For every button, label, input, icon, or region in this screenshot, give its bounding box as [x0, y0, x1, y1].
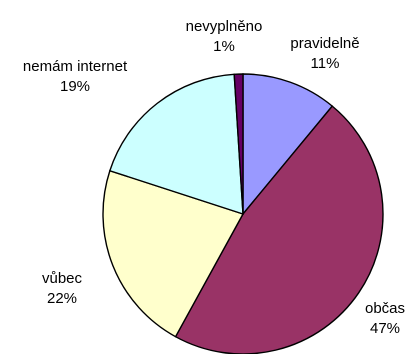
slice-value-label: 22%	[47, 290, 77, 307]
pie-slice	[174, 105, 384, 354]
pie-slice	[233, 73, 244, 215]
slice-name-label: vůbec	[42, 270, 83, 287]
slice-name-label: nemám internet	[23, 58, 128, 75]
slice-value-label: 47%	[370, 320, 400, 337]
slice-name-label: občas	[365, 300, 405, 317]
pie-slice	[108, 73, 244, 215]
slice-value-label: 1%	[213, 38, 235, 55]
pie-slice	[102, 169, 245, 338]
slice-name-label: nevyplněno	[186, 18, 263, 35]
pie-slices	[102, 73, 384, 354]
pie-slice	[242, 73, 334, 216]
pie-labels: pravidelně 11% občas 47% vůbec 22% nemám inter…	[23, 18, 405, 337]
slice-value-label: 19%	[60, 78, 90, 95]
slice-value-label: 11%	[311, 55, 340, 72]
slice-name-label: pravidelně	[290, 35, 359, 52]
